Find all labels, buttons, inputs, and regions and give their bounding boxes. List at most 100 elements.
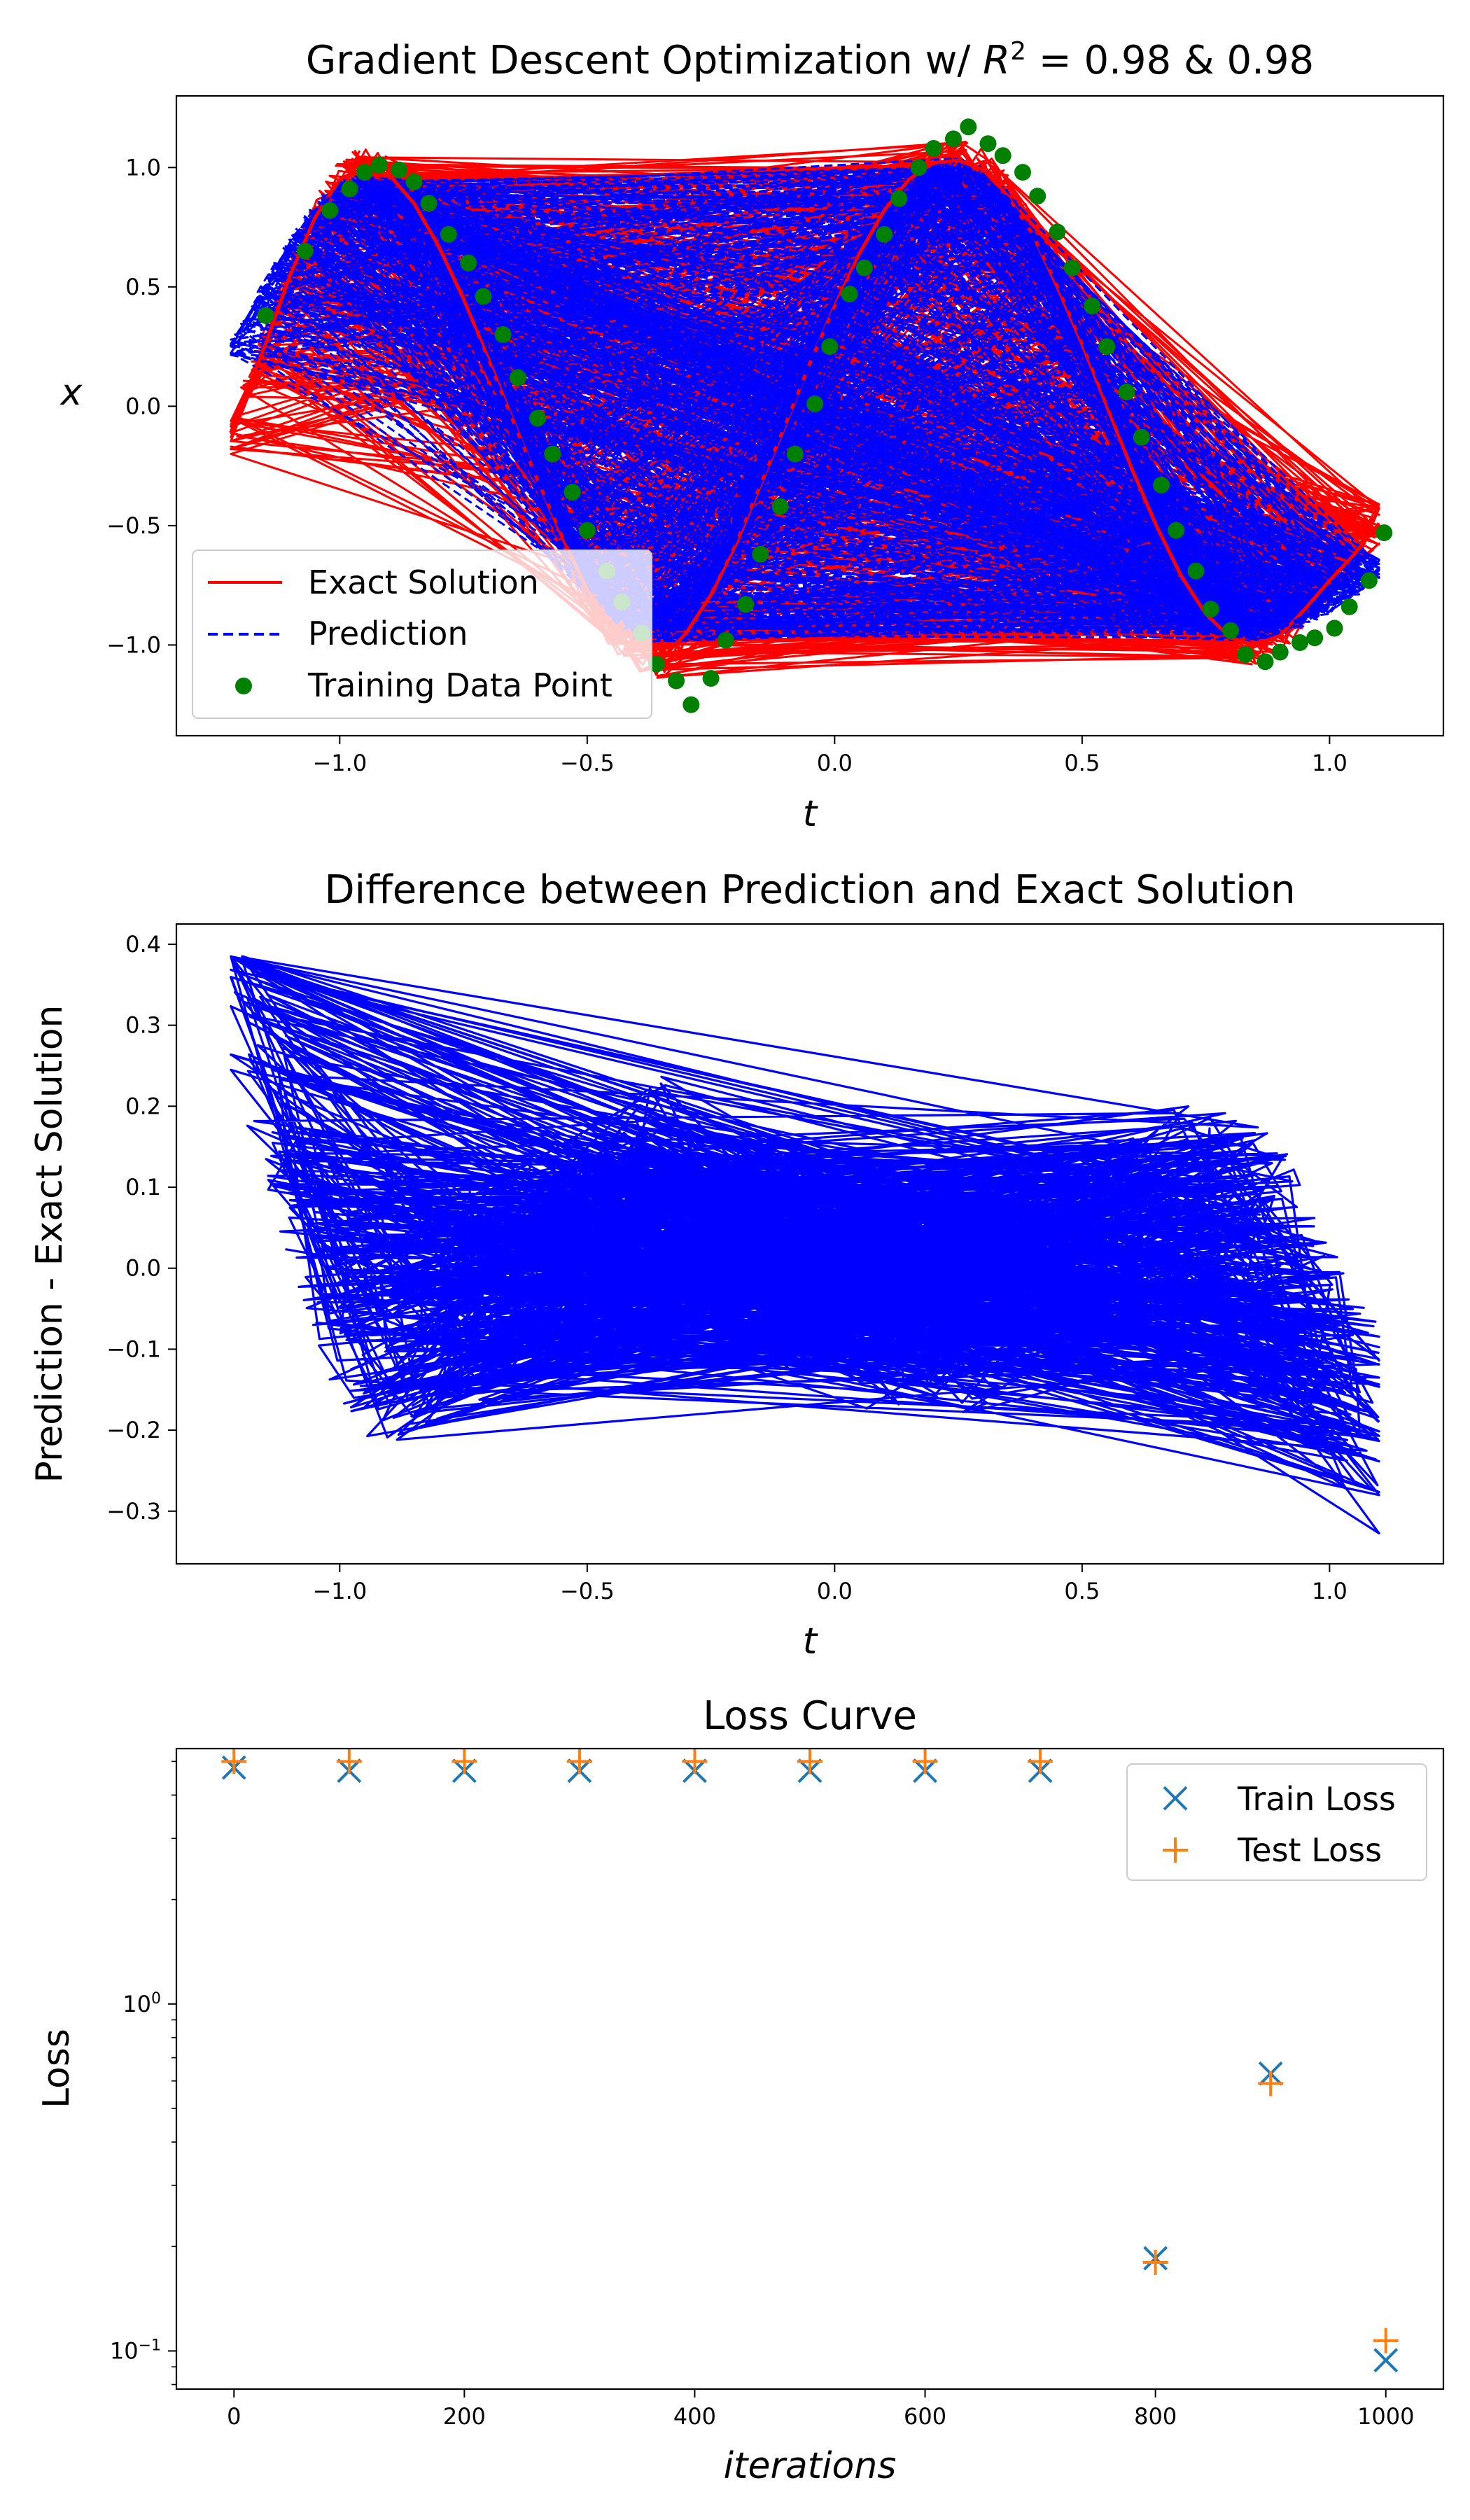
panel2-plot-area	[229, 955, 1380, 1535]
training-data-point	[1084, 298, 1100, 315]
test-loss-point	[1142, 2249, 1168, 2275]
panel3-xtick-label: 1000	[1357, 2403, 1414, 2430]
difference-scribble	[230, 955, 1380, 1535]
training-data-point	[1306, 629, 1324, 647]
training-data-point	[752, 545, 769, 563]
training-data-point	[475, 288, 492, 305]
panel1-xtick-label: 0.0	[817, 750, 853, 776]
training-data-point	[737, 596, 755, 613]
legend-label-exact-solution: Exact Solution	[308, 564, 539, 601]
panel2-ytick-label: 0.4	[125, 931, 161, 958]
training-data-point	[876, 225, 893, 243]
panel1-xtick-label: 1.0	[1312, 750, 1348, 776]
training-data-point	[945, 130, 962, 148]
training-data-point	[841, 286, 858, 303]
panel1-ylabel: x	[59, 372, 83, 414]
panel3-ylabel: Loss	[36, 2029, 78, 2108]
training-data-point	[979, 135, 997, 153]
panel1-axes-frame	[175, 94, 1445, 737]
test-loss-point	[797, 1749, 822, 1774]
training-data-point	[1098, 338, 1116, 356]
panel3-legend: Train Loss Test Loss	[1126, 1763, 1427, 1881]
panel1-legend: Exact Solution Prediction Training Data …	[192, 550, 652, 719]
training-data-point	[1118, 383, 1135, 400]
training-data-point	[529, 410, 547, 427]
training-data-point	[296, 242, 314, 260]
panel1-ytick-label: 1.0	[125, 154, 161, 181]
panel1-ytick-label: −0.5	[106, 512, 161, 539]
training-data-point	[855, 259, 873, 276]
training-data-point	[717, 631, 734, 649]
panel3-xtick-label: 800	[1134, 2403, 1177, 2430]
panel-top-sine-fit: Gradient Descent Optimization w/ R2 = 0.…	[59, 37, 1445, 835]
test-loss-point	[1373, 2328, 1399, 2353]
panel2-ytick-label: 0.1	[125, 1174, 161, 1200]
legend-swatch-training-data	[235, 678, 252, 694]
panel1-ytick-label: 0.5	[125, 274, 161, 300]
test-loss-point	[1258, 2071, 1284, 2096]
training-data-point	[994, 147, 1011, 164]
panel2-ytick-label: 0.2	[125, 1093, 161, 1119]
panel1-xtick-label: 0.5	[1064, 750, 1100, 776]
training-data-point	[1292, 634, 1308, 651]
panel2-xtick-label: −0.5	[560, 1578, 615, 1604]
panel3-xtick-label: 400	[673, 2403, 716, 2430]
legend-swatch-train-loss	[1163, 1786, 1188, 1811]
test-loss-point	[451, 1749, 477, 1774]
panel2-xtick-label: 1.0	[1312, 1578, 1348, 1604]
test-loss-point	[682, 1749, 708, 1774]
panel3-legend-box	[1126, 1763, 1427, 1881]
training-data-point	[370, 156, 388, 174]
training-data-point	[1029, 188, 1046, 205]
training-data-point	[1376, 524, 1393, 542]
training-data-point	[786, 445, 804, 463]
training-data-point	[925, 140, 942, 157]
training-data-point	[405, 173, 423, 190]
panel1-title: Gradient Descent Optimization w/ R2 = 0.…	[306, 37, 1314, 84]
training-data-point	[420, 195, 438, 212]
panel2-xtick-label: 0.5	[1064, 1578, 1100, 1604]
training-data-point	[1168, 522, 1185, 539]
panel1-legend-box	[192, 550, 652, 719]
training-data-point	[1340, 598, 1358, 615]
panel2-ytick-label: −0.3	[106, 1498, 161, 1525]
test-loss-point	[1028, 1749, 1054, 1774]
panel3-ytick-label: 10−1	[110, 2337, 161, 2365]
training-data-point	[509, 369, 526, 386]
training-data-point	[356, 164, 373, 181]
panel2-ytick-label: 0.3	[125, 1012, 161, 1039]
panel3-axes-frame	[175, 1747, 1445, 2390]
panel1-xlabel: t	[803, 793, 818, 835]
panel1-ticks: −1.0 −0.5 0.0 0.5 1.0 −1.0 −0.5 0.0 0.5 1.0	[106, 154, 1348, 776]
legend-label-test-loss: Test Loss	[1237, 1831, 1382, 1869]
panel-bottom-loss-curve: Loss Curve 0 200 400 600 800 1000 10−1 100 iter…	[36, 1693, 1445, 2487]
panel2-xtick-label: 0.0	[817, 1578, 853, 1604]
training-data-point	[1014, 164, 1031, 181]
test-loss-point	[336, 1749, 362, 1774]
train-loss-point	[1373, 2348, 1399, 2373]
training-data-point	[341, 181, 358, 197]
training-data-point	[564, 484, 581, 501]
training-data-point	[1202, 601, 1219, 618]
panel3-ytick-label: 100	[122, 1989, 161, 2017]
panel1-ytick-label: 0.0	[125, 393, 161, 419]
panel2-title: Difference between Prediction and Exact …	[324, 867, 1295, 913]
training-data-point	[1063, 259, 1081, 276]
difference-line	[229, 976, 1380, 1423]
training-data-point	[910, 159, 927, 176]
panel2-ytick-label: −0.2	[106, 1417, 161, 1443]
legend-swatch-test-loss	[1163, 1837, 1188, 1863]
training-data-point	[668, 672, 685, 690]
panel1-xtick-label: −0.5	[560, 750, 615, 776]
legend-label-prediction: Prediction	[308, 615, 468, 652]
training-data-point	[494, 326, 512, 343]
training-data-point	[890, 190, 908, 207]
panel3-plot-area	[221, 1749, 1399, 2373]
training-data-point	[702, 670, 720, 687]
panel3-ticks: 0 200 400 600 800 1000 10−1 100	[110, 1760, 1414, 2430]
training-data-point	[1360, 572, 1378, 589]
training-data-point	[1256, 653, 1274, 671]
panel1-plot-area	[229, 118, 1393, 713]
legend-label-training-data: Training Data Point	[307, 666, 612, 704]
